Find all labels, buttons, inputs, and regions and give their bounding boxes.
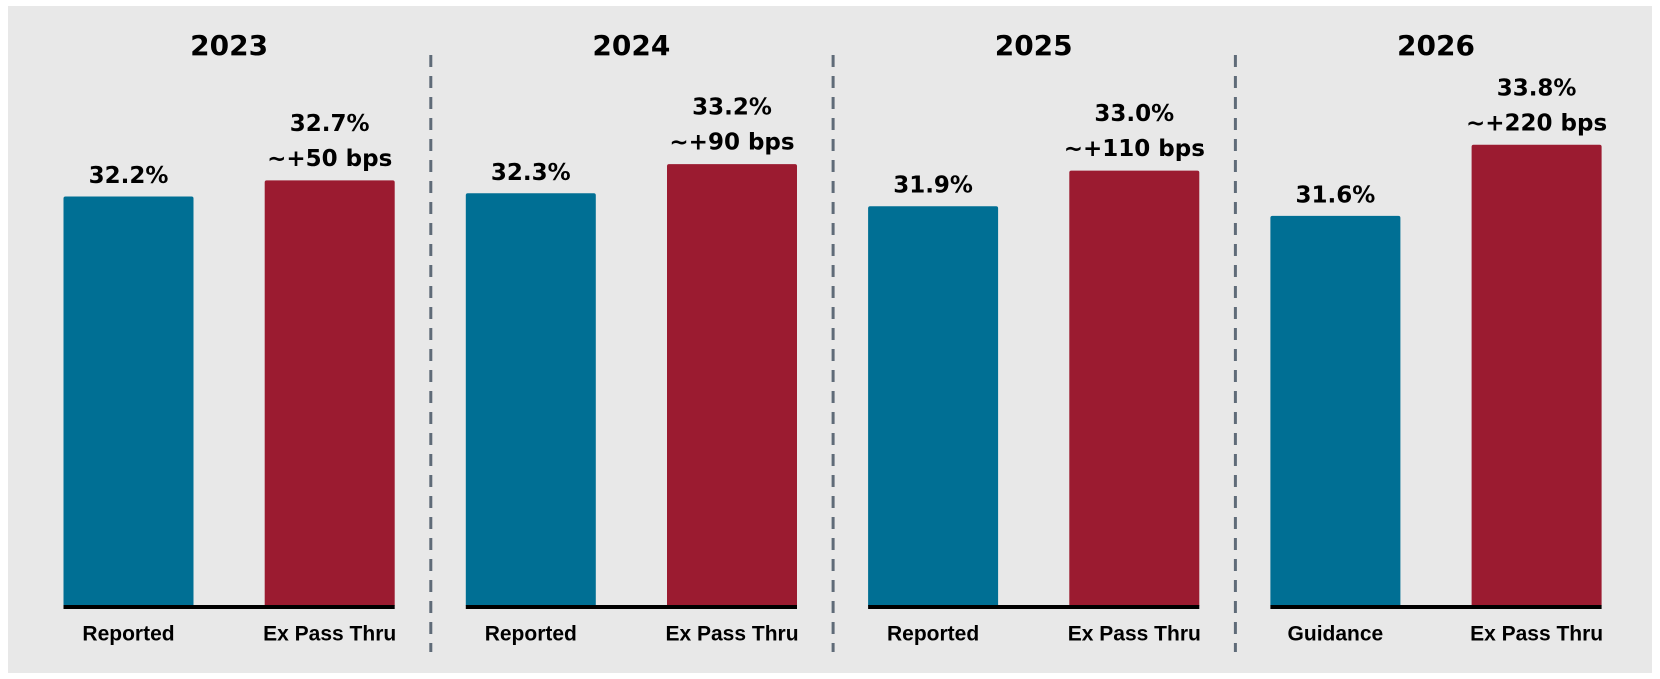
- value-label: 33.2%: [692, 95, 772, 121]
- group-title: 2025: [995, 29, 1073, 62]
- value-label: 33.8%: [1497, 75, 1577, 101]
- value-label: 31.6%: [1296, 182, 1376, 208]
- category-label: Guidance: [1288, 623, 1384, 646]
- value-label: 32.7%: [290, 111, 370, 137]
- category-label: Ex Pass Thru: [1470, 623, 1603, 646]
- category-label: Ex Pass Thru: [1068, 623, 1201, 646]
- value-label: 32.2%: [89, 163, 169, 189]
- annotation: ~+50 bps: [267, 146, 392, 172]
- category-label: Ex Pass Thru: [665, 623, 798, 646]
- category-label: Reported: [485, 623, 577, 646]
- bar: [1270, 215, 1401, 607]
- group-title: 2023: [190, 29, 268, 62]
- value-label: 33.0%: [1094, 101, 1174, 127]
- bar: [1069, 170, 1200, 608]
- bar: [868, 206, 999, 607]
- group-title: 2026: [1397, 29, 1475, 62]
- group-title: 2024: [592, 29, 670, 62]
- annotation: ~+110 bps: [1064, 136, 1205, 162]
- category-label: Reported: [887, 623, 979, 646]
- value-label: 32.3%: [491, 160, 571, 186]
- annotation: ~+90 bps: [669, 130, 794, 156]
- value-label: 31.9%: [893, 173, 973, 199]
- background: [8, 6, 1652, 673]
- annotation: ~+220 bps: [1466, 110, 1607, 136]
- category-label: Reported: [82, 623, 174, 646]
- bar: [1471, 144, 1602, 607]
- category-label: Ex Pass Thru: [263, 623, 396, 646]
- bar: [264, 180, 395, 608]
- bar: [465, 193, 596, 607]
- bar: [63, 196, 194, 607]
- bar: [667, 164, 797, 607]
